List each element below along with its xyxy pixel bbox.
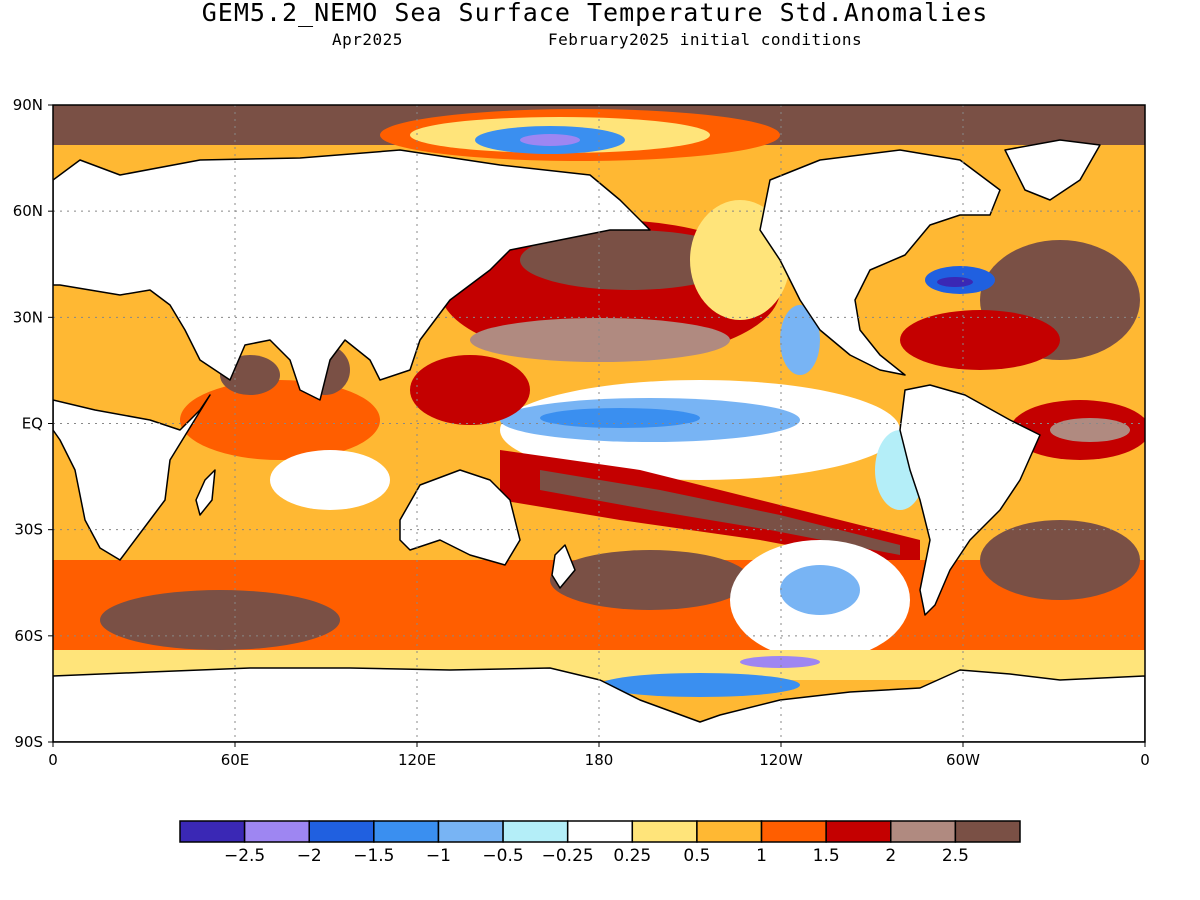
natl-red bbox=[900, 310, 1060, 370]
eurasia bbox=[53, 149, 651, 401]
legend-swatch bbox=[437, 820, 504, 843]
south-atl-brown bbox=[980, 520, 1140, 600]
lon-tick-label: 0 bbox=[1140, 751, 1150, 769]
forecast-month: Apr2025 bbox=[332, 30, 403, 49]
legend-label: −2 bbox=[297, 846, 322, 866]
spac-warm-band-core bbox=[540, 470, 900, 555]
legend-label: 0.25 bbox=[613, 846, 651, 866]
south-indian-white bbox=[270, 450, 390, 510]
ne-pac-cold bbox=[780, 305, 820, 375]
north-america bbox=[759, 149, 1001, 376]
lon-tick-label: 120W bbox=[759, 751, 803, 769]
lat-tick-label: 90N bbox=[13, 96, 43, 114]
land-masses bbox=[53, 139, 1145, 742]
australia bbox=[399, 469, 521, 566]
new-zealand bbox=[551, 544, 576, 589]
tropical-atl-brown bbox=[1050, 418, 1130, 442]
legend-label: −1.5 bbox=[353, 846, 394, 866]
lat-tick-label: 30S bbox=[14, 521, 43, 539]
greenland bbox=[1004, 139, 1101, 201]
africa bbox=[53, 394, 211, 561]
legend-swatch bbox=[696, 820, 763, 843]
legend-swatch bbox=[566, 820, 634, 843]
legend-swatch bbox=[760, 820, 827, 843]
longitude-labels: 0 60E 120E 180 120W 60W 0 bbox=[48, 751, 1150, 769]
warm-pool-red bbox=[410, 355, 530, 425]
anomaly-fields bbox=[53, 105, 1145, 697]
legend-swatch bbox=[890, 820, 957, 843]
color-legend: −2.5 −2 −1.5 −1 −0.5 −0.25 0.25 0.5 1 1.5 2 2.5 bbox=[179, 820, 1021, 866]
lon-tick-label: 0 bbox=[48, 751, 58, 769]
arctic-cold-core bbox=[520, 134, 580, 146]
latitude-labels: 90N 60N 30N EQ 30S 60S 90S bbox=[13, 96, 43, 751]
south-pac-blue bbox=[780, 565, 860, 615]
tropical-pac-cold-core bbox=[540, 408, 700, 428]
npac-warm-brown-2 bbox=[470, 318, 730, 362]
lat-tick-label: EQ bbox=[22, 415, 43, 433]
legend-label: −1 bbox=[426, 846, 451, 866]
lat-tick-label: 90S bbox=[14, 733, 43, 751]
legend-swatch bbox=[179, 820, 246, 843]
lat-tick-label: 30N bbox=[13, 308, 43, 326]
legend-label: −0.25 bbox=[542, 846, 594, 866]
gridlines bbox=[48, 104, 1146, 747]
legend-label: −2.5 bbox=[224, 846, 265, 866]
map-title: GEM5.2_NEMO Sea Surface Temperature Std.… bbox=[201, 0, 989, 27]
legend-swatch bbox=[502, 820, 569, 843]
plot-frame bbox=[52, 104, 1146, 743]
legend-swatch bbox=[243, 820, 310, 843]
legend-label: 2 bbox=[885, 846, 896, 866]
lon-tick-label: 120E bbox=[398, 751, 436, 769]
south-america bbox=[899, 384, 1041, 616]
legend-swatch bbox=[373, 820, 440, 843]
lon-tick-label: 60W bbox=[946, 751, 980, 769]
legend-label: 1.5 bbox=[813, 846, 840, 866]
legend-swatch bbox=[825, 820, 892, 843]
south-indian-brown bbox=[100, 590, 340, 650]
madagascar bbox=[195, 469, 216, 516]
initial-conditions-label: February2025 initial conditions bbox=[548, 30, 863, 49]
legend-label: −0.5 bbox=[482, 846, 523, 866]
lon-tick-label: 180 bbox=[585, 751, 614, 769]
legend-swatch bbox=[954, 820, 1021, 843]
npac-warm-brown-1 bbox=[520, 230, 740, 290]
legend-label: 0.5 bbox=[683, 846, 710, 866]
antarctica bbox=[53, 667, 1145, 742]
amundsen-cold bbox=[740, 656, 820, 668]
lat-tick-label: 60S bbox=[14, 627, 43, 645]
ross-sea-cold bbox=[600, 673, 800, 697]
lon-tick-label: 60E bbox=[221, 751, 250, 769]
legend-label: 1 bbox=[756, 846, 767, 866]
legend-swatch bbox=[631, 820, 698, 843]
legend-label: 2.5 bbox=[942, 846, 969, 866]
legend-swatch bbox=[308, 820, 375, 843]
indian-ocean-red bbox=[180, 380, 380, 460]
natl-cold-core bbox=[937, 277, 973, 287]
south-pac-brown bbox=[550, 550, 750, 610]
lat-tick-label: 60N bbox=[13, 202, 43, 220]
